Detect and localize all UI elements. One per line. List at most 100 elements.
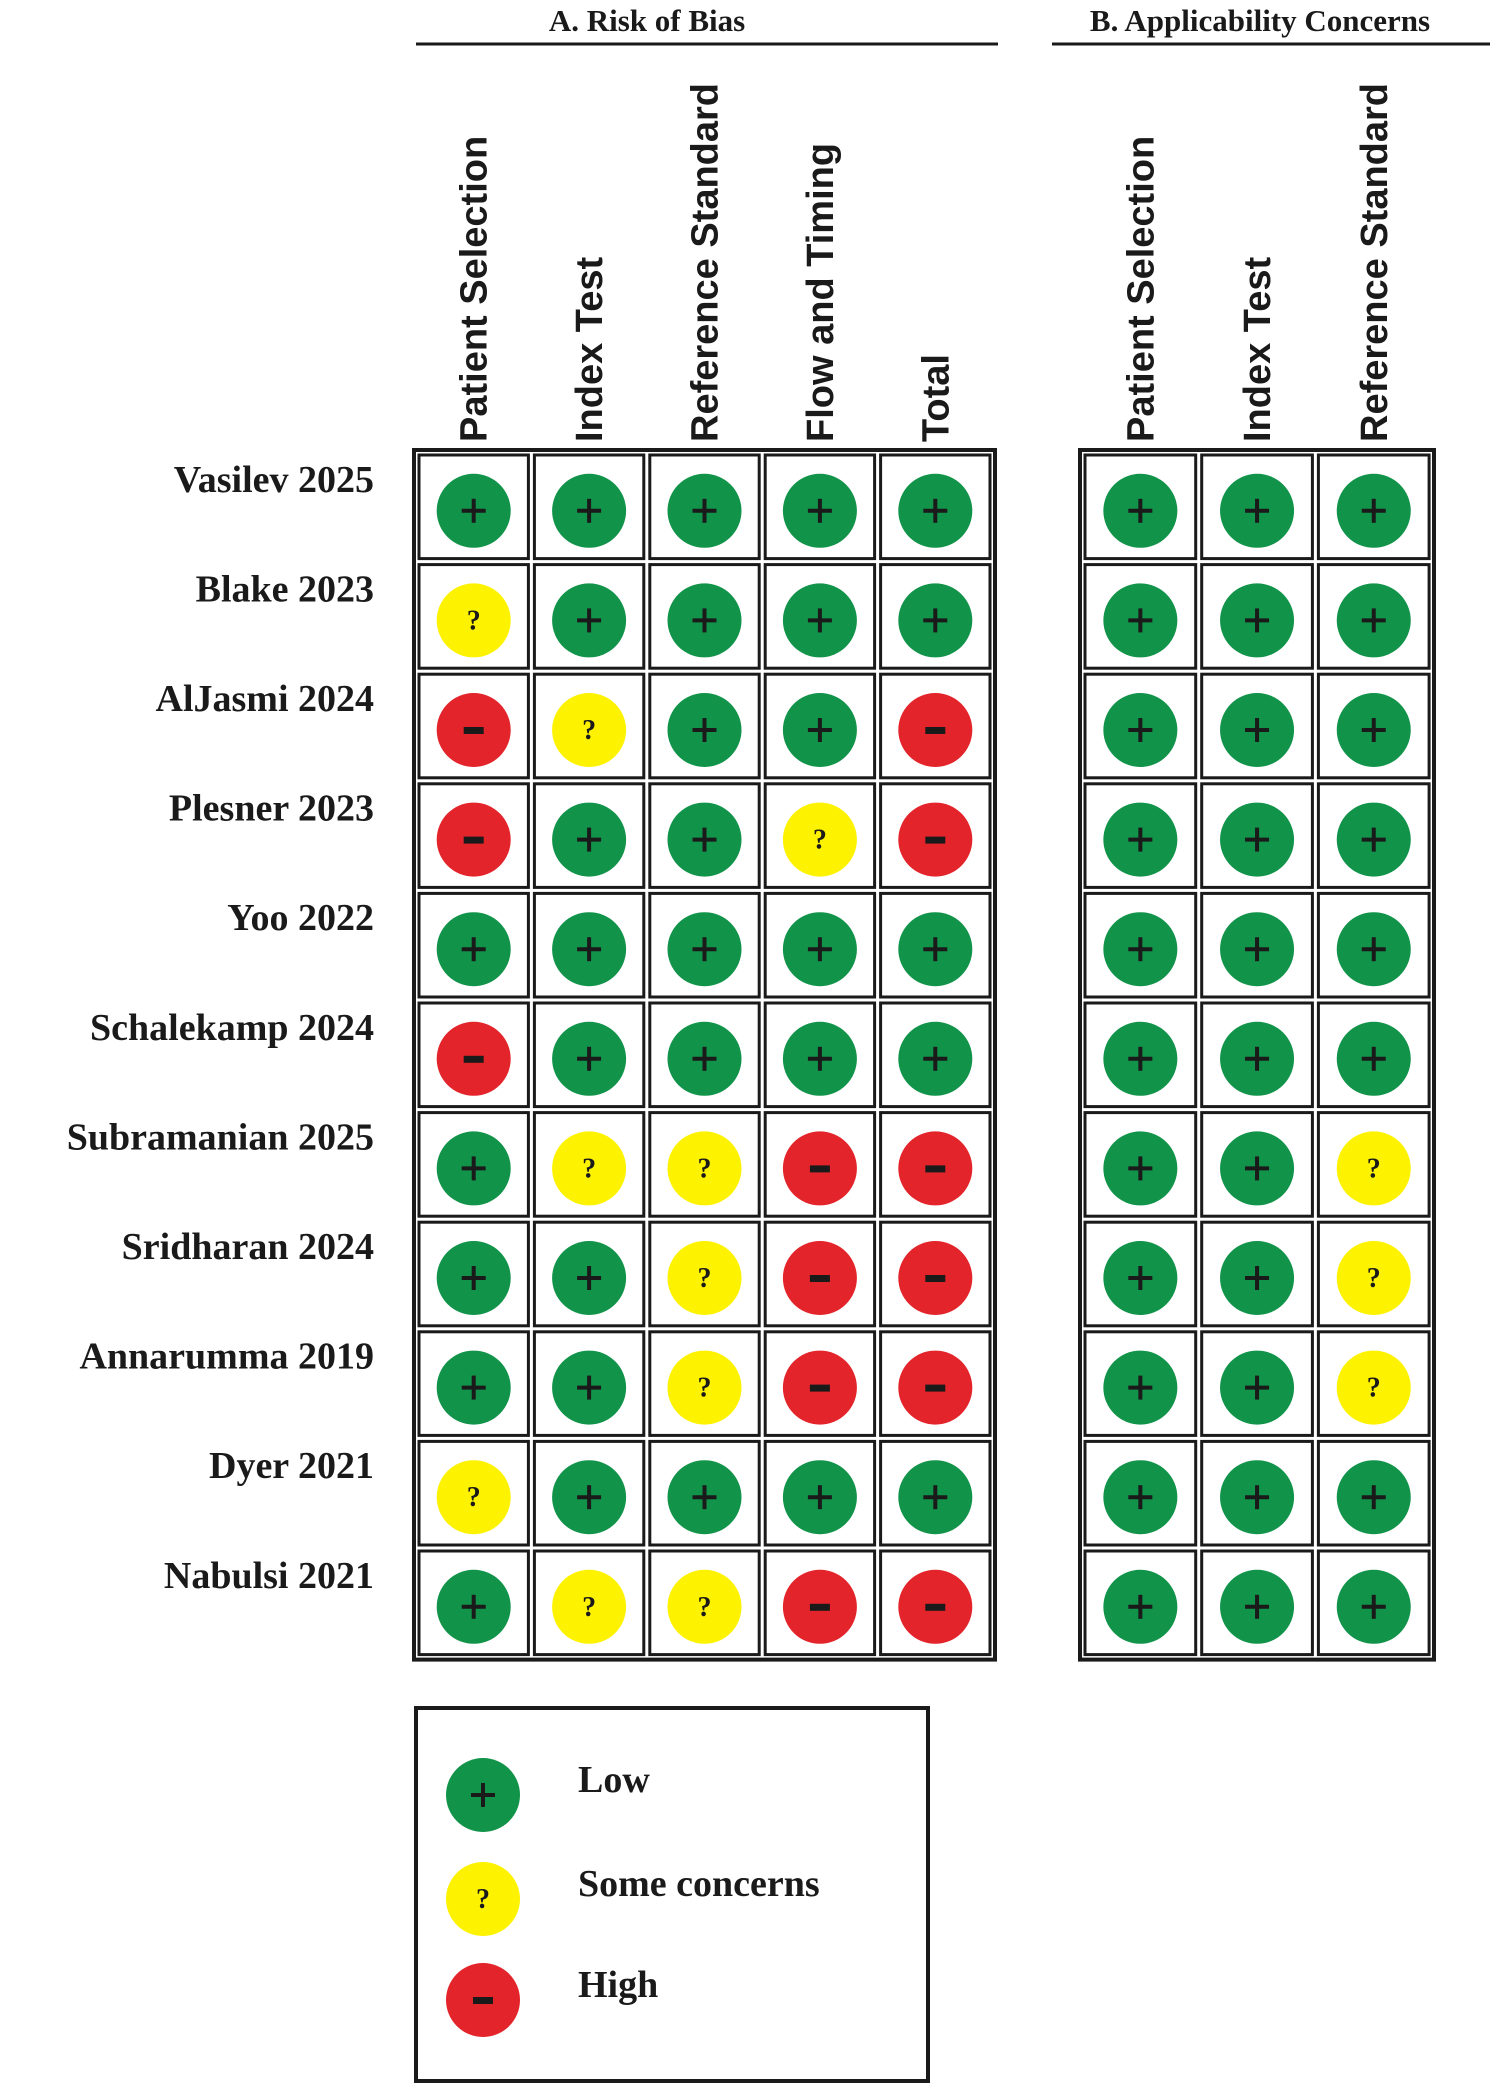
question-icon: ? [1367, 1153, 1381, 1184]
question-icon: ? [582, 715, 596, 746]
judgement-cell [1083, 563, 1198, 670]
judgement-cell [1316, 1220, 1431, 1328]
judgement-mark-some [1336, 1131, 1411, 1206]
judgement-cell [648, 672, 761, 780]
table-frame-1 [1078, 448, 1436, 1662]
judgement-cell [763, 1549, 877, 1657]
judgement-cell [532, 672, 646, 780]
judgement-cell [879, 782, 992, 889]
column-label: Patient Selection [1120, 136, 1162, 442]
judgement-cell [763, 782, 877, 889]
column-label: Reference Standard [1354, 83, 1396, 442]
judgement-cell [417, 563, 530, 670]
judgement-cell [1316, 891, 1431, 999]
judgement-mark-some [436, 583, 511, 658]
study-label: Schalekamp 2024 [90, 1007, 374, 1049]
judgement-cell [1083, 1111, 1198, 1218]
judgement-cell [763, 563, 877, 670]
judgement-cell [648, 563, 761, 670]
judgement-cell [1200, 1549, 1314, 1657]
judgement-mark-some [436, 1460, 511, 1535]
study-label: Yoo 2022 [227, 897, 374, 939]
column-label: Total [915, 354, 957, 442]
question-icon: ? [476, 1884, 490, 1915]
minus-icon [463, 836, 484, 844]
judgement-cell [1316, 453, 1431, 561]
judgement-cell [1083, 1001, 1198, 1109]
judgement-cell [879, 1439, 992, 1547]
legend-box [414, 1706, 930, 2083]
judgement-cell [879, 891, 992, 999]
study-label: Subramanian 2025 [67, 1116, 374, 1158]
study-label: AlJasmi 2024 [156, 678, 375, 720]
column-label: Index Test [1237, 257, 1279, 442]
judgement-mark-some [552, 693, 627, 767]
study-label: Dyer 2021 [209, 1445, 374, 1487]
judgement-cell [1200, 1001, 1314, 1109]
judgement-cell [1200, 1111, 1314, 1218]
judgement-cell [879, 1330, 992, 1437]
judgement-cell [1083, 453, 1198, 561]
question-icon: ? [467, 1482, 481, 1513]
judgement-cell [1200, 453, 1314, 561]
judgement-cell [532, 1111, 646, 1218]
judgement-cell [879, 1001, 992, 1109]
judgement-cell [1083, 1220, 1198, 1328]
judgement-cell [648, 453, 761, 561]
judgement-cell [879, 453, 992, 561]
minus-icon [925, 836, 946, 844]
judgement-cell [763, 453, 877, 561]
judgement-cell [532, 1001, 646, 1109]
study-label: Annarumma 2019 [79, 1336, 374, 1378]
judgement-mark-some [1336, 1350, 1411, 1425]
study-label: Sridharan 2024 [122, 1226, 374, 1268]
section-title-applicability: B. Applicability Concerns [1090, 3, 1430, 38]
judgement-cell [1083, 672, 1198, 780]
judgement-cell [648, 891, 761, 999]
judgement-mark-some [552, 1569, 627, 1644]
question-icon: ? [582, 1592, 596, 1623]
minus-icon [925, 1275, 946, 1282]
judgement-mark-some [552, 1131, 627, 1206]
minus-icon [809, 1275, 830, 1282]
judgement-mark-some [667, 1569, 742, 1644]
judgement-mark-some [782, 802, 857, 877]
question-icon: ? [698, 1153, 712, 1184]
minus-icon [925, 1384, 946, 1392]
legend-label: Low [578, 1759, 650, 1801]
table-frame-0 [412, 448, 997, 1662]
judgement-cell [532, 782, 646, 889]
judgement-cell [763, 1111, 877, 1218]
judgement-cell [1316, 563, 1431, 670]
judgement-cell [648, 1439, 761, 1547]
column-label: Flow and Timing [800, 143, 842, 442]
judgement-cell [648, 1111, 761, 1218]
minus-icon [463, 727, 484, 734]
judgement-cell [1316, 1549, 1431, 1657]
judgement-cell [763, 891, 877, 999]
minus-icon [809, 1603, 830, 1611]
question-icon: ? [1367, 1373, 1381, 1404]
judgement-cell [763, 1439, 877, 1547]
judgement-cell [532, 1330, 646, 1437]
judgement-cell [879, 1111, 992, 1218]
judgement-cell [1316, 1330, 1431, 1437]
study-label: Blake 2023 [196, 568, 374, 610]
minus-icon [925, 1603, 946, 1611]
legend-marker-some [446, 1862, 520, 1936]
judgement-cell [417, 672, 530, 780]
minus-icon [473, 1997, 493, 2004]
judgement-cell [648, 1220, 761, 1328]
judgement-cell [648, 1549, 761, 1657]
judgement-cell [1083, 1330, 1198, 1437]
judgement-cell [879, 1220, 992, 1328]
study-label: Nabulsi 2021 [164, 1555, 374, 1597]
judgement-cell [1200, 1439, 1314, 1547]
question-icon: ? [698, 1263, 712, 1294]
legend-label: High [578, 1964, 658, 2006]
judgement-mark-some [667, 1241, 742, 1315]
judgement-mark-some [1336, 1241, 1411, 1315]
minus-icon [925, 1165, 946, 1173]
question-icon: ? [1367, 1263, 1381, 1294]
judgement-cell [532, 1439, 646, 1547]
